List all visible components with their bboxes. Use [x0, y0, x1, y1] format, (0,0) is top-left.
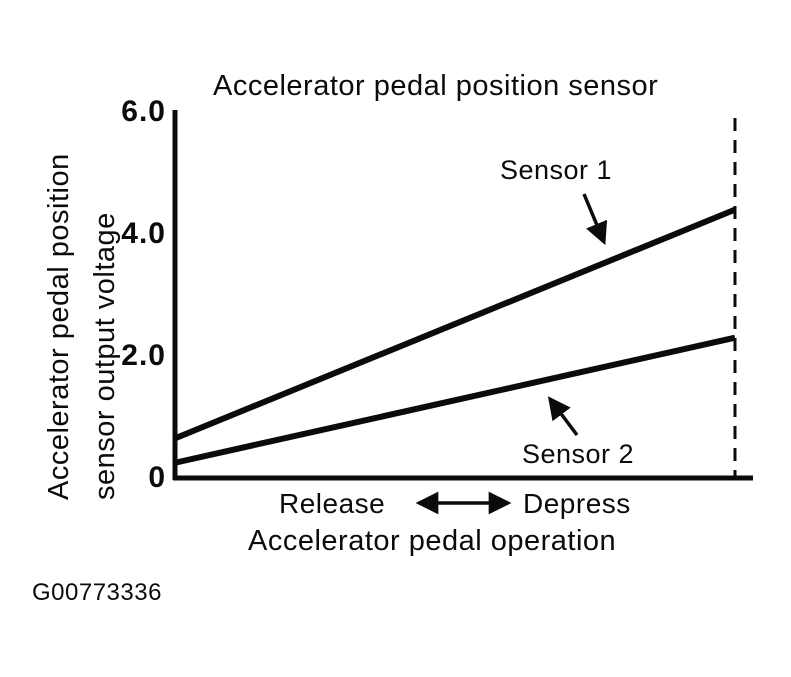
chart-title: Accelerator pedal position sensor: [213, 70, 659, 102]
y-tick-label-2.0: 2.0: [121, 339, 166, 372]
sensor-1-line: [173, 206, 737, 442]
series-label-sensor-2: Sensor 2: [522, 439, 635, 469]
sensor-2-pointer-arrow: [547, 396, 579, 437]
x-axis-label: Accelerator pedal operation: [248, 525, 617, 557]
x-axis-annotation-release: Release: [279, 488, 386, 519]
x-axis-annotation-depress: Depress: [523, 488, 631, 519]
y-tick-label-4.0: 4.0: [121, 217, 166, 250]
figure-code: G00773336: [32, 579, 162, 606]
sensor-1-pointer-arrow: [582, 193, 608, 246]
y-tick-label-6.0: 6.0: [121, 95, 166, 128]
y-tick-label-0: 0: [148, 461, 166, 494]
sensor-2-line: [174, 334, 736, 466]
series-label-sensor-1: Sensor 1: [500, 155, 613, 185]
